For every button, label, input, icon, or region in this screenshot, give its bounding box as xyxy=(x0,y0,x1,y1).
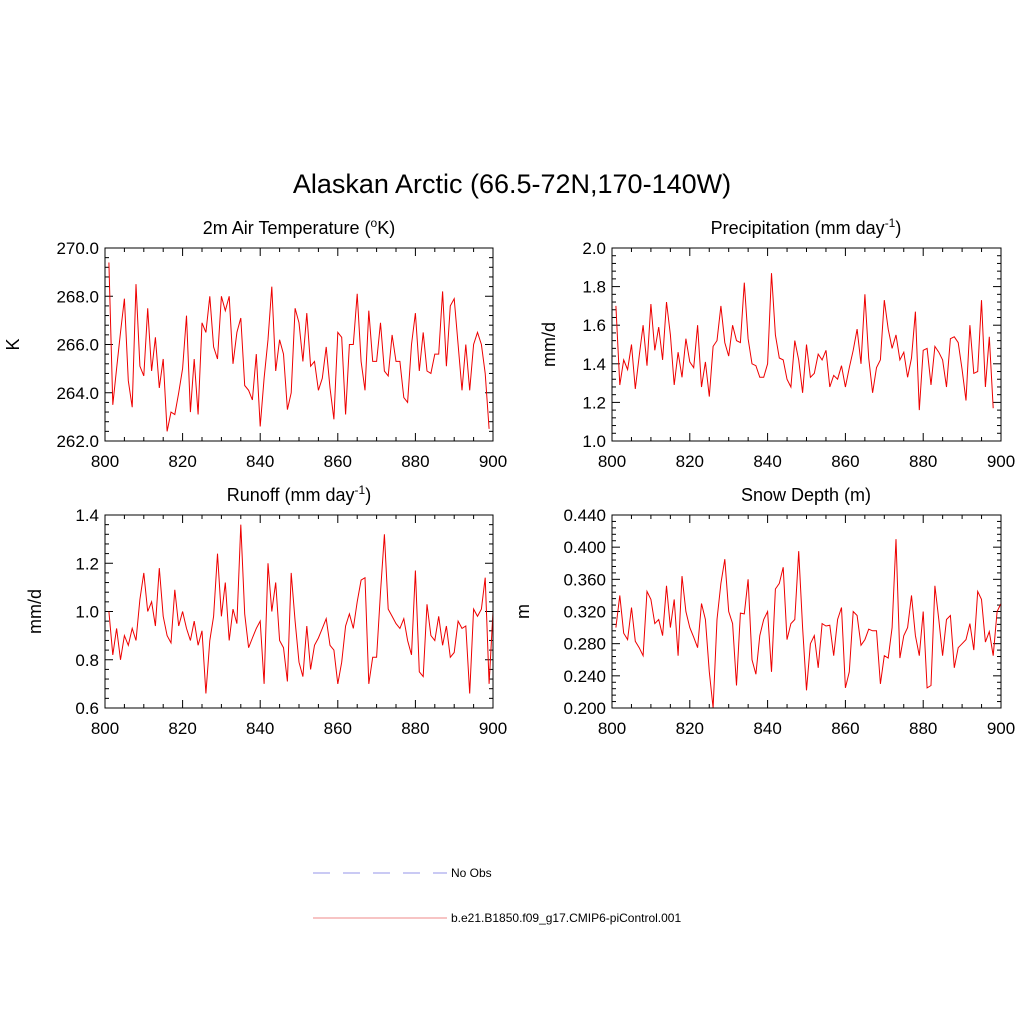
x-tick-label: 840 xyxy=(753,452,781,471)
panel-ylabel: mm/d xyxy=(25,589,45,634)
y-tick-label: 0.360 xyxy=(563,570,606,589)
legend-model-label: b.e21.B1850.f09_g17.CMIP6-piControl.001 xyxy=(451,911,681,925)
panel-ylabel: m xyxy=(513,604,533,619)
y-tick-label: 0.400 xyxy=(563,538,606,557)
x-tick-label: 800 xyxy=(598,452,626,471)
x-tick-label: 880 xyxy=(909,719,937,738)
x-tick-label: 900 xyxy=(479,452,507,471)
x-tick-label: 880 xyxy=(909,452,937,471)
x-tick-label: 840 xyxy=(753,719,781,738)
y-tick-label: 1.4 xyxy=(75,506,99,525)
x-tick-label: 820 xyxy=(168,719,196,738)
panel-1: 2m Air Temperature (oK) K 800 820 840 860 880 9… xyxy=(3,216,507,471)
x-tick-label: 800 xyxy=(91,719,119,738)
x-tick-label: 900 xyxy=(479,719,507,738)
x-tick-label: 860 xyxy=(324,452,352,471)
panel-title: Runoff (mm day-1) xyxy=(227,483,371,505)
x-tick-label: 860 xyxy=(324,719,352,738)
x-tick-label: 800 xyxy=(91,452,119,471)
series-line xyxy=(108,262,490,432)
panel-title-tail: K) xyxy=(377,218,395,238)
panel-ylabel: mm/d xyxy=(539,322,559,367)
y-tick-label: 1.8 xyxy=(582,278,606,297)
y-tick-label: 268.0 xyxy=(56,287,99,306)
panel-title-main: Runoff (mm day xyxy=(227,485,355,505)
x-tick-label: 860 xyxy=(831,452,859,471)
y-tick-label: 0.440 xyxy=(563,506,606,525)
series-line xyxy=(615,539,1002,709)
y-tick-label: 1.2 xyxy=(582,393,606,412)
y-tick-label: 0.320 xyxy=(563,603,606,622)
x-tick-label: 880 xyxy=(401,719,429,738)
y-tick-label: 0.6 xyxy=(75,699,99,718)
panel-title-tail: ) xyxy=(365,485,371,505)
panel-frame xyxy=(104,514,494,709)
panel-3: Runoff (mm day-1) mm/d 800 820 840 860 880 900 0… xyxy=(25,483,507,738)
y-tick-label: 0.240 xyxy=(563,667,606,686)
panel-frame xyxy=(611,247,1002,442)
y-tick-label: 262.0 xyxy=(56,432,99,451)
panel-title-main: 2m Air Temperature ( xyxy=(203,218,371,238)
panel-title: Precipitation (mm day-1) xyxy=(711,216,902,238)
y-tick-label: 2.0 xyxy=(582,239,606,258)
panel-title: Snow Depth (m) xyxy=(741,485,871,505)
panels: 2m Air Temperature (oK) K 800 820 840 860 880 9… xyxy=(3,216,1015,738)
y-tick-label: 0.8 xyxy=(75,651,99,670)
x-tick-label: 880 xyxy=(401,452,429,471)
y-tick-label: 1.2 xyxy=(75,554,99,573)
x-tick-label: 820 xyxy=(168,452,196,471)
panel-ylabel: K xyxy=(3,338,23,350)
y-tick-label: 1.6 xyxy=(582,316,606,335)
panel-4: Snow Depth (m) m 800 820 840 860 880 900 0.200 0.… xyxy=(513,485,1015,738)
x-tick-label: 860 xyxy=(831,719,859,738)
figure-title: Alaskan Arctic (66.5-72N,170-140W) xyxy=(293,169,731,199)
y-tick-label: 1.4 xyxy=(582,355,606,374)
panel-2: Precipitation (mm day-1) mm/d 800 820 840 860… xyxy=(539,216,1015,471)
x-tick-label: 840 xyxy=(246,719,274,738)
panel-title-main: Snow Depth (m) xyxy=(741,485,871,505)
y-tick-label: 0.200 xyxy=(563,699,606,718)
panel-frame xyxy=(104,247,494,442)
series-line xyxy=(615,273,994,411)
panel-title-sup: -1 xyxy=(885,216,896,230)
y-tick-label: 270.0 xyxy=(56,239,99,258)
x-tick-label: 820 xyxy=(676,719,704,738)
legend: No Obs b.e21.B1850.f09_g17.CMIP6-piContr… xyxy=(313,866,681,925)
y-tick-label: 1.0 xyxy=(582,432,606,451)
series-line xyxy=(108,524,494,694)
y-tick-label: 0.280 xyxy=(563,635,606,654)
panel-title: 2m Air Temperature (oK) xyxy=(203,216,395,238)
legend-obs-label: No Obs xyxy=(451,866,492,880)
x-tick-label: 840 xyxy=(246,452,274,471)
x-tick-label: 800 xyxy=(598,719,626,738)
y-tick-label: 264.0 xyxy=(56,384,99,403)
x-tick-label: 900 xyxy=(987,719,1015,738)
panel-frame xyxy=(611,514,1002,709)
panel-title-sup: o xyxy=(371,216,378,230)
x-tick-label: 820 xyxy=(676,452,704,471)
x-tick-label: 900 xyxy=(987,452,1015,471)
panel-title-sup: -1 xyxy=(355,483,366,497)
panel-title-tail: ) xyxy=(895,218,901,238)
panel-title-main: Precipitation (mm day xyxy=(711,218,885,238)
y-tick-label: 1.0 xyxy=(75,603,99,622)
y-tick-label: 266.0 xyxy=(56,336,99,355)
